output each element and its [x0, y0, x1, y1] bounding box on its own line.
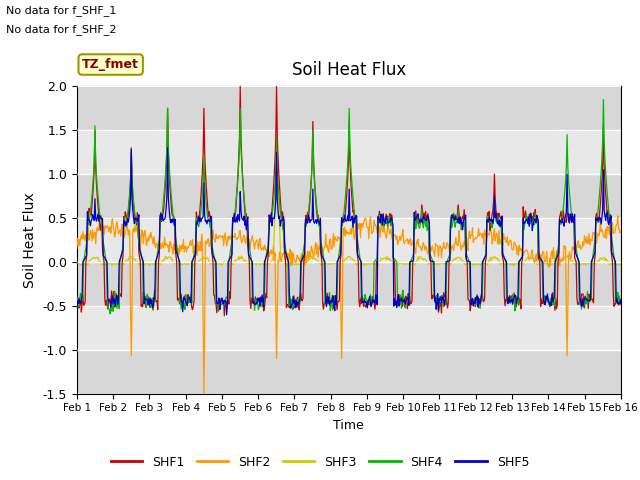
- SHF1: [417, 216, 424, 222]
- SHF4: [416, 226, 424, 231]
- Bar: [77, 174, 621, 218]
- SHF4: [73, 295, 81, 300]
- SHF2: [223, 240, 231, 246]
- SHF2: [83, 236, 90, 241]
- Bar: [77, 218, 621, 262]
- SHF1: [83, 253, 90, 259]
- Bar: [77, 306, 621, 350]
- Bar: [77, 350, 621, 394]
- SHF3: [223, 261, 231, 267]
- SHF1: [73, 303, 81, 309]
- SHF3: [273, 180, 281, 186]
- Title: Soil Heat Flux: Soil Heat Flux: [292, 61, 406, 79]
- Line: SHF5: SHF5: [77, 148, 621, 315]
- SHF4: [106, 311, 114, 317]
- SHF3: [417, 254, 424, 260]
- SHF5: [617, 297, 625, 302]
- Line: SHF4: SHF4: [77, 99, 621, 314]
- SHF4: [223, 294, 231, 300]
- SHF2: [73, 246, 81, 252]
- SHF3: [433, 261, 440, 267]
- SHF1: [236, 84, 244, 89]
- SHF4: [617, 301, 625, 307]
- SHF4: [600, 96, 607, 102]
- SHF1: [221, 313, 228, 319]
- SHF3: [195, 258, 202, 264]
- SHF5: [224, 259, 232, 265]
- X-axis label: Time: Time: [333, 419, 364, 432]
- SHF5: [139, 257, 147, 263]
- SHF2: [200, 391, 208, 396]
- SHF2: [139, 229, 147, 235]
- SHF4: [431, 295, 439, 301]
- SHF1: [433, 301, 440, 307]
- Line: SHF3: SHF3: [77, 183, 621, 266]
- SHF3: [139, 263, 147, 268]
- SHF3: [83, 262, 90, 267]
- SHF4: [140, 300, 147, 305]
- SHF3: [617, 262, 625, 267]
- SHF3: [177, 263, 184, 269]
- SHF2: [431, 240, 439, 246]
- Legend: SHF1, SHF2, SHF3, SHF4, SHF5: SHF1, SHF2, SHF3, SHF4, SHF5: [106, 451, 534, 474]
- SHF1: [194, 215, 202, 221]
- SHF1: [223, 300, 231, 305]
- SHF4: [195, 224, 202, 229]
- Bar: [77, 262, 621, 306]
- Bar: [77, 86, 621, 130]
- SHF5: [417, 217, 424, 223]
- Bar: [77, 130, 621, 174]
- SHF4: [83, 240, 90, 245]
- SHF2: [617, 229, 625, 235]
- SHF1: [617, 298, 625, 304]
- SHF2: [194, 239, 202, 244]
- Text: TZ_fmet: TZ_fmet: [82, 58, 139, 71]
- SHF1: [139, 304, 147, 310]
- SHF5: [164, 145, 172, 151]
- SHF3: [73, 260, 81, 265]
- SHF2: [416, 244, 424, 250]
- SHF5: [433, 306, 440, 312]
- SHF2: [614, 213, 621, 219]
- Text: No data for f_SHF_2: No data for f_SHF_2: [6, 24, 117, 35]
- Text: No data for f_SHF_1: No data for f_SHF_1: [6, 5, 116, 16]
- SHF5: [223, 312, 230, 318]
- SHF5: [195, 213, 202, 219]
- Y-axis label: Soil Heat Flux: Soil Heat Flux: [23, 192, 37, 288]
- Line: SHF1: SHF1: [77, 86, 621, 316]
- SHF5: [73, 304, 81, 310]
- Line: SHF2: SHF2: [77, 216, 621, 394]
- SHF5: [83, 252, 90, 258]
